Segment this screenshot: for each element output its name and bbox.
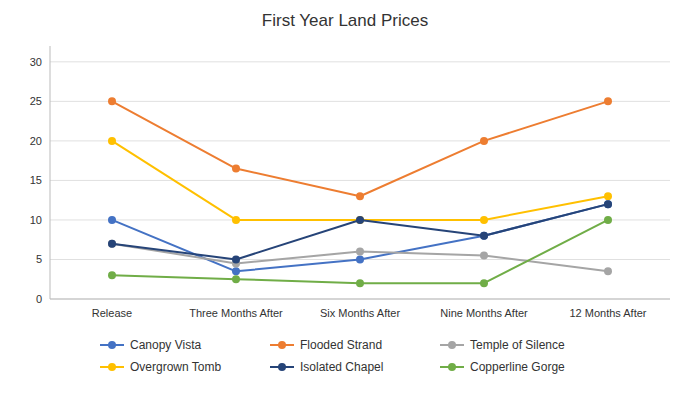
point — [480, 216, 488, 224]
point — [232, 275, 240, 283]
point — [108, 137, 116, 145]
point — [232, 165, 240, 173]
point — [108, 271, 116, 279]
point — [356, 248, 364, 256]
point — [108, 97, 116, 105]
grid-line — [50, 140, 670, 141]
point — [356, 255, 364, 263]
point — [480, 252, 488, 260]
series-line — [112, 141, 608, 220]
legend-swatch-marker — [448, 363, 456, 371]
point — [108, 240, 116, 248]
legend-label: Flooded Strand — [300, 338, 382, 352]
x-axis-line — [50, 299, 670, 300]
x-tick-label: Nine Months After — [440, 307, 528, 319]
x-tick-label: Three Months After — [189, 307, 283, 319]
point — [108, 240, 116, 248]
point — [356, 216, 364, 224]
legend-swatch-marker — [108, 341, 116, 349]
series-line — [112, 204, 608, 259]
x-tick-label: Release — [92, 307, 132, 319]
y-tick-label: 5 — [36, 253, 42, 265]
point — [356, 192, 364, 200]
legend-swatch-marker — [278, 363, 286, 371]
y-tick-label: 30 — [30, 56, 42, 68]
plot-area — [108, 97, 612, 287]
series-line — [112, 101, 608, 196]
point — [356, 216, 364, 224]
point — [604, 192, 612, 200]
y-tick-label: 0 — [36, 293, 42, 305]
grid-line — [50, 61, 670, 62]
legend-label: Canopy Vista — [130, 338, 201, 352]
y-axis-line — [50, 46, 51, 299]
point — [480, 232, 488, 240]
point — [604, 200, 612, 208]
point — [232, 267, 240, 275]
point — [480, 232, 488, 240]
grid-line — [50, 180, 670, 181]
x-tick-label: 12 Months After — [569, 307, 646, 319]
series-line — [112, 220, 608, 283]
legend-label: Copperline Gorge — [470, 360, 565, 374]
point — [108, 216, 116, 224]
y-tick-label: 25 — [30, 95, 42, 107]
grid-line — [50, 299, 670, 300]
legend-swatch-marker — [448, 341, 456, 349]
y-tick-label: 10 — [30, 214, 42, 226]
legend: Canopy Vista Flooded Strand Temple of Sile… — [100, 338, 565, 374]
legend-swatch-marker — [278, 341, 286, 349]
point — [356, 279, 364, 287]
point — [480, 279, 488, 287]
point — [604, 97, 612, 105]
y-tick-label: 15 — [30, 174, 42, 186]
legend-label: Temple of Silence — [470, 338, 565, 352]
legend-swatch-marker — [108, 363, 116, 371]
series-line — [112, 204, 608, 271]
legend-label: Isolated Chapel — [300, 360, 383, 374]
chart-container: First Year Land Prices 0 5 10 15 20 25 30 Releas… — [0, 0, 690, 409]
point — [604, 267, 612, 275]
chart-svg: First Year Land Prices 0 5 10 15 20 25 30 Releas… — [0, 0, 690, 409]
grid — [50, 62, 670, 299]
point — [232, 216, 240, 224]
point — [604, 200, 612, 208]
y-tick-label: 20 — [30, 135, 42, 147]
grid-line — [50, 101, 670, 102]
point — [232, 255, 240, 263]
chart-title: First Year Land Prices — [262, 11, 428, 30]
x-tick-label: Six Months After — [320, 307, 400, 319]
point — [604, 216, 612, 224]
legend-label: Overgrown Tomb — [130, 360, 221, 374]
point — [480, 137, 488, 145]
